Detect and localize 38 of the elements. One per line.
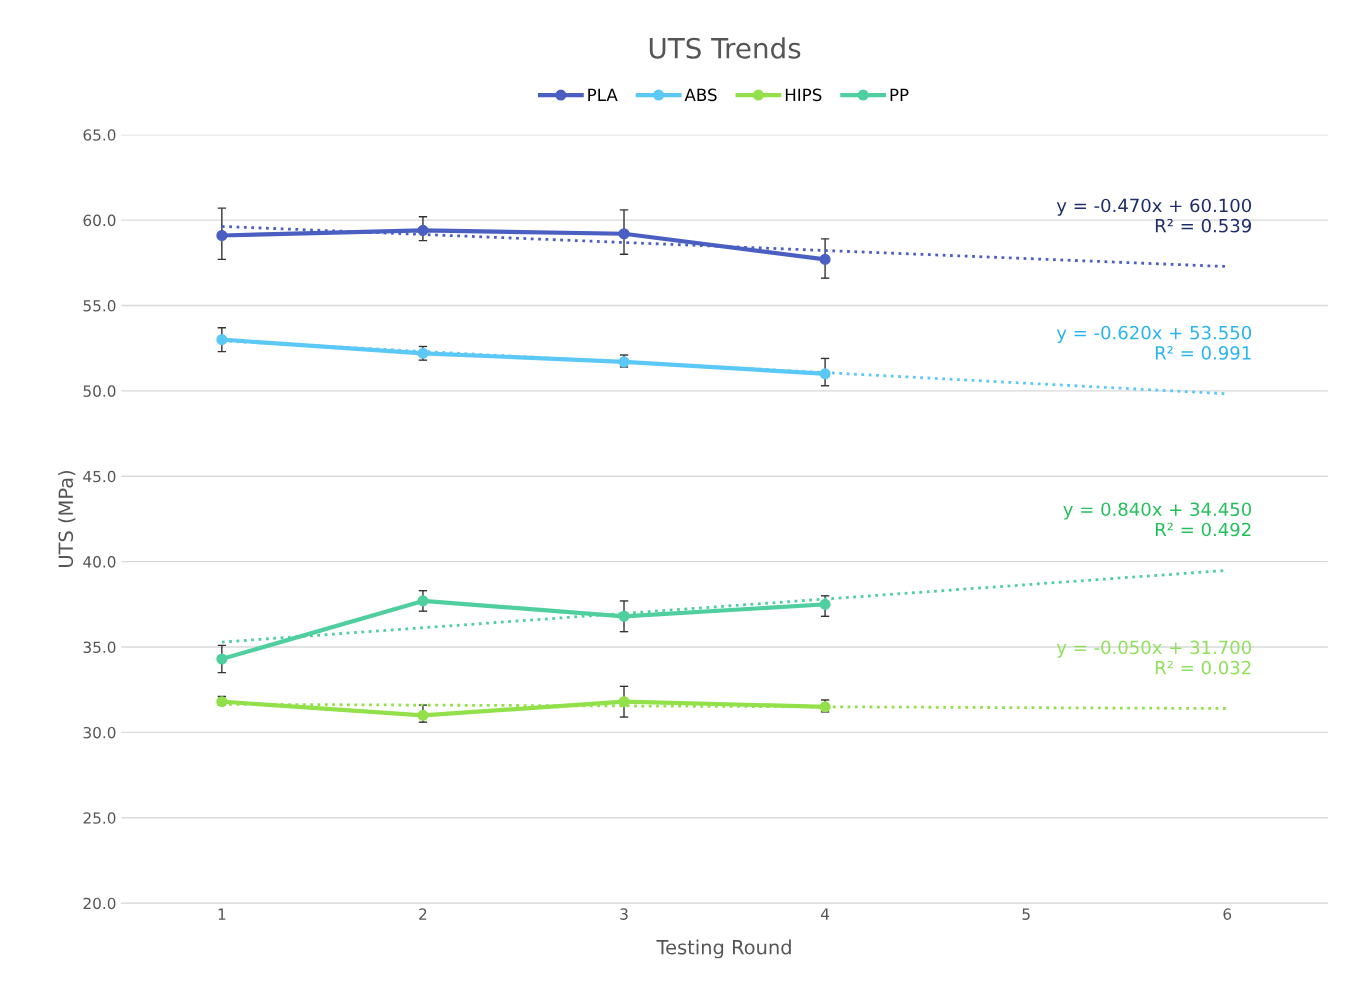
y-tick-label: 20.0 xyxy=(83,897,116,910)
x-axis-title: Testing Round xyxy=(656,939,791,959)
x-tick-label: 6 xyxy=(1223,908,1232,920)
x-tick-label: 1 xyxy=(218,908,226,920)
legend-label: ABS xyxy=(684,88,717,102)
y-tick-label: 55.0 xyxy=(83,299,116,312)
point xyxy=(819,253,831,265)
chart-title: UTS Trends xyxy=(649,37,801,59)
point xyxy=(618,696,630,708)
y-tick-label: 25.0 xyxy=(83,812,116,824)
point xyxy=(216,334,228,346)
annotation: y = 0.840x + 34.450 R² = 0.492 xyxy=(1063,502,1252,537)
point xyxy=(417,595,429,607)
point xyxy=(417,709,429,721)
point xyxy=(819,598,831,610)
legend-label: PLA xyxy=(588,88,618,101)
annotation: y = -0.050x + 31.700 R² = 0.032 xyxy=(1056,640,1252,675)
y-tick-label: 35.0 xyxy=(83,641,116,654)
x-tick-label: 4 xyxy=(820,908,830,920)
y-tick-label: 40.0 xyxy=(83,556,116,568)
point xyxy=(819,368,831,380)
x-tick-label: 5 xyxy=(1022,908,1030,920)
y-tick-label: 60.0 xyxy=(83,214,116,227)
y-tick-label: 50.0 xyxy=(83,385,116,397)
annotation: y = -0.620x + 53.550 R² = 0.991 xyxy=(1056,325,1252,360)
point xyxy=(417,224,429,236)
x-tick-label: 3 xyxy=(620,908,628,920)
y-tick-label: 30.0 xyxy=(83,726,116,739)
y-tick-label: 65.0 xyxy=(83,129,116,141)
point xyxy=(618,228,630,240)
x-tick-label: 2 xyxy=(419,908,427,920)
point xyxy=(216,653,228,665)
point xyxy=(216,229,228,242)
y-tick-label: 45.0 xyxy=(83,470,116,483)
annotation: y = -0.470x + 60.100 R² = 0.539 xyxy=(1056,198,1252,233)
legend-label: PP xyxy=(890,88,909,101)
y-axis-title: UTS (MPa) xyxy=(58,470,76,567)
legend-label: HIPS xyxy=(785,88,822,102)
